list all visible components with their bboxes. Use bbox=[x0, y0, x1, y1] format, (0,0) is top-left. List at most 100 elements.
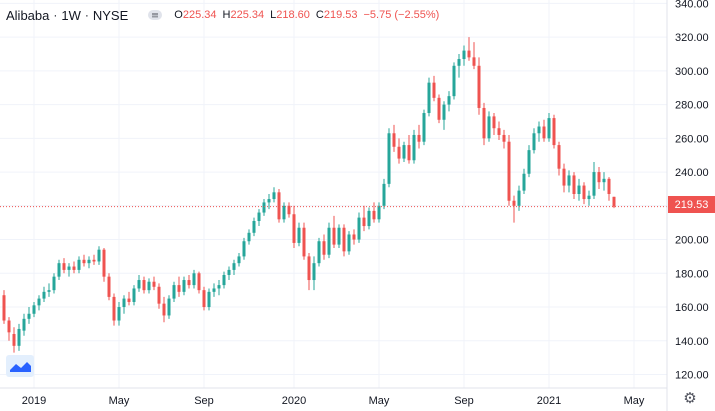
candle-body bbox=[62, 263, 66, 270]
candle-body bbox=[122, 298, 126, 308]
candle-body bbox=[412, 134, 416, 161]
candle-body bbox=[347, 234, 351, 252]
candle-body bbox=[57, 263, 61, 277]
candle-body bbox=[267, 199, 271, 203]
candle-body bbox=[362, 217, 366, 227]
candle-body bbox=[142, 280, 146, 291]
candle-body bbox=[237, 256, 241, 264]
candle-body bbox=[167, 298, 171, 316]
candle-body bbox=[537, 126, 541, 134]
candle-body bbox=[317, 241, 321, 264]
candle-body bbox=[77, 259, 81, 270]
candle-body bbox=[12, 334, 16, 346]
y-tick-label: 260.00 bbox=[675, 133, 709, 145]
candle-body bbox=[357, 217, 361, 240]
candle-body bbox=[422, 113, 426, 142]
exchange-label: NYSE bbox=[92, 7, 129, 23]
time-axis[interactable]: 2019 May Sep 2020 May Sep 2021 May bbox=[22, 395, 645, 407]
candle-body bbox=[322, 241, 326, 255]
open-value: O225.34 bbox=[174, 9, 217, 21]
candle-body bbox=[432, 82, 436, 98]
candle-body bbox=[587, 195, 591, 200]
candle-body bbox=[602, 178, 606, 183]
y-tick-label: 280.00 bbox=[675, 100, 709, 112]
candle-body bbox=[87, 259, 91, 264]
candle-body bbox=[552, 118, 556, 146]
candle-body bbox=[177, 285, 181, 292]
x-tick-label: May bbox=[624, 395, 645, 407]
candle-body bbox=[207, 291, 211, 308]
x-tick-label: 2019 bbox=[22, 395, 46, 407]
candle-body bbox=[127, 298, 131, 302]
candle-body bbox=[457, 59, 461, 66]
candle-body bbox=[522, 173, 526, 191]
candle-body bbox=[447, 96, 451, 105]
candle-body bbox=[117, 307, 121, 321]
candle-body bbox=[222, 274, 226, 286]
x-tick-label: Sep bbox=[194, 395, 214, 407]
candle-body bbox=[557, 145, 561, 169]
candle-body bbox=[407, 145, 411, 161]
candle-body bbox=[147, 281, 151, 291]
candle-body bbox=[197, 273, 201, 291]
candle-body bbox=[137, 280, 141, 289]
candle-body bbox=[42, 291, 46, 299]
y-tick-label: 120.00 bbox=[675, 370, 709, 382]
change-value: −5.75 (−2.55%) bbox=[363, 9, 440, 21]
candle-body bbox=[532, 133, 536, 151]
candle-body bbox=[572, 175, 576, 194]
y-tick-label: 300.00 bbox=[675, 66, 709, 78]
candle-body bbox=[132, 288, 136, 302]
settings-gear-icon[interactable]: ⚙ bbox=[683, 390, 697, 407]
last-price-badge: 219.53 bbox=[668, 196, 715, 213]
candle-body bbox=[497, 128, 501, 135]
candle-body bbox=[162, 303, 166, 316]
candle-body bbox=[17, 328, 21, 346]
price-axis[interactable]: 120.00140.00160.00180.00200.00220.00240.… bbox=[675, 0, 709, 382]
candle-body bbox=[327, 227, 331, 255]
candle-body bbox=[192, 273, 196, 286]
candle-body bbox=[52, 276, 56, 291]
candle-body bbox=[187, 280, 191, 286]
candle-body bbox=[367, 210, 371, 227]
candle-body bbox=[37, 298, 41, 306]
close-value: C219.53 bbox=[315, 9, 358, 21]
candle-body bbox=[247, 232, 251, 242]
low-value: L218.60 bbox=[270, 9, 310, 21]
candle-body bbox=[477, 65, 481, 108]
candle-body bbox=[427, 82, 431, 114]
candle-body bbox=[512, 200, 516, 206]
candle-body bbox=[417, 134, 421, 142]
hide-legend-icon[interactable] bbox=[148, 10, 163, 20]
candle-body bbox=[442, 104, 446, 120]
candle-body bbox=[597, 172, 601, 183]
tradingview-logo-icon[interactable] bbox=[6, 355, 34, 377]
y-tick-label: 160.00 bbox=[675, 302, 709, 314]
symbol-name[interactable]: Alibaba bbox=[6, 7, 50, 23]
candle-body bbox=[612, 196, 616, 207]
candle-body bbox=[112, 296, 116, 321]
candle-body bbox=[312, 263, 316, 281]
candle-body bbox=[272, 192, 276, 200]
candle-body bbox=[437, 97, 441, 120]
candle-body bbox=[287, 205, 291, 215]
candle-body bbox=[382, 183, 386, 206]
candle-body bbox=[352, 234, 356, 240]
candle-body bbox=[592, 172, 596, 196]
grid-lines bbox=[0, 0, 667, 388]
candle-body bbox=[257, 212, 261, 221]
candle-body bbox=[372, 210, 376, 220]
candle-body bbox=[242, 241, 246, 257]
interval-label[interactable]: 1W bbox=[61, 7, 81, 23]
candle-body bbox=[397, 146, 401, 159]
candle-body bbox=[182, 280, 186, 292]
chart-legend: Alibaba · 1W · NYSE O225.34 H225.34 L218… bbox=[6, 6, 445, 24]
legend-separator: · bbox=[53, 8, 58, 22]
x-tick-label: 2021 bbox=[537, 395, 561, 407]
candle-body bbox=[607, 178, 611, 194]
candle-body bbox=[282, 205, 286, 220]
x-tick-label: May bbox=[109, 395, 130, 407]
candle-body bbox=[567, 175, 571, 186]
candle-body bbox=[172, 285, 176, 299]
